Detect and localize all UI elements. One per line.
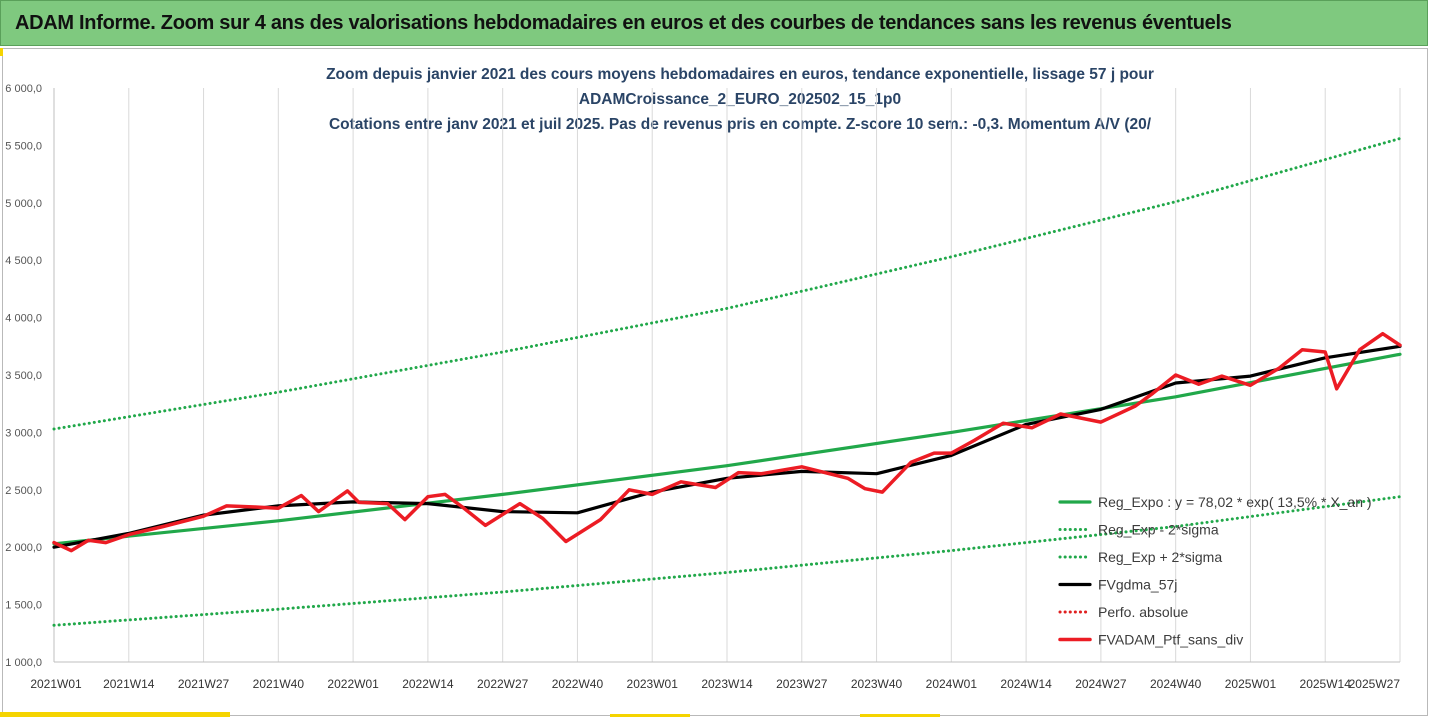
chart-title-line-1: Zoom depuis janvier 2021 des cours moyen… — [326, 66, 1154, 83]
yellow-corner-mark — [0, 48, 3, 56]
report-title: ADAM Informe. Zoom sur 4 ans des valoris… — [15, 12, 1232, 34]
yellow-bottom-mark-right — [860, 714, 940, 717]
legend-label-5: FVADAM_Ptf_sans_div — [1098, 632, 1243, 648]
y-tick-label-0: 1 000,0 — [5, 657, 42, 669]
y-tick-label-3: 2 500,0 — [5, 485, 42, 497]
x-tick-label-2025W01: 2025W01 — [1225, 677, 1277, 691]
legend-label-0: Reg_Expo : y = 78,02 * exp( 13,5% * X_an… — [1098, 494, 1372, 510]
y-tick-label-1: 1 500,0 — [5, 600, 42, 612]
x-tick-label-2025W27: 2025W27 — [1349, 677, 1401, 691]
chart-title-line-2: ADAMCroissance_2_EURO_202502_15_1p0 — [578, 91, 902, 108]
x-tick-label-2022W14: 2022W14 — [402, 677, 454, 691]
x-tick-label-2021W40: 2021W40 — [253, 677, 305, 691]
axes — [53, 88, 1400, 663]
series-line-5 — [52, 331, 1402, 553]
yellow-bottom-mark-left — [0, 712, 230, 717]
x-tick-label-2023W14: 2023W14 — [701, 677, 753, 691]
x-tick-label-2025W14: 2025W14 — [1300, 677, 1352, 691]
x-tick-label-2021W27: 2021W27 — [178, 677, 230, 691]
legend-label-1: Reg_Exp - 2*sigma — [1098, 522, 1219, 538]
y-tick-label-9: 5 500,0 — [5, 140, 42, 152]
y-tick-label-2: 2 000,0 — [5, 542, 42, 554]
x-tick-label-2022W01: 2022W01 — [327, 677, 379, 691]
x-tick-label-2024W14: 2024W14 — [1000, 677, 1052, 691]
vertical-grid — [53, 88, 1401, 662]
legend-label-3: FVgdma_57j — [1098, 577, 1177, 593]
x-tick-label-2024W01: 2024W01 — [926, 677, 978, 691]
x-tick-label-2023W01: 2023W01 — [627, 677, 679, 691]
x-tick-label-2021W14: 2021W14 — [103, 677, 155, 691]
series-line-1 — [52, 495, 1402, 627]
plot-area — [52, 137, 1402, 627]
report-banner: ADAM Informe. Zoom sur 4 ans des valoris… — [0, 0, 1428, 46]
x-tick-label-2021W01: 2021W01 — [30, 677, 82, 691]
x-tick-label-2022W40: 2022W40 — [552, 677, 604, 691]
yellow-bottom-mark-mid — [610, 714, 690, 717]
y-tick-label-6: 4 000,0 — [5, 313, 42, 325]
legend: Reg_Expo : y = 78,02 * exp( 13,5% * X_an… — [1058, 494, 1372, 648]
y-tick-label-7: 4 500,0 — [5, 255, 42, 267]
x-tick-label-2023W27: 2023W27 — [776, 677, 828, 691]
series-line-2 — [52, 137, 1402, 431]
x-tick-label-2024W27: 2024W27 — [1075, 677, 1127, 691]
x-tick-label-2023W40: 2023W40 — [851, 677, 903, 691]
chart-title-line-3: Cotations entre janv 2021 et juil 2025. … — [328, 116, 1152, 133]
y-tick-label-4: 3 000,0 — [5, 427, 42, 439]
legend-label-4: Perfo. absolue — [1098, 604, 1188, 620]
y-tick-label-5: 3 500,0 — [5, 370, 42, 382]
y-tick-labels: 1 000,0 1 500,0 2 000,0 2 500,0 3 000,0 3 500… — [5, 83, 42, 669]
y-tick-label-10: 6 000,0 — [5, 83, 42, 95]
y-tick-label-8: 5 000,0 — [5, 198, 42, 210]
series-line-0 — [52, 352, 1402, 546]
x-tick-label-2024W40: 2024W40 — [1150, 677, 1202, 691]
legend-label-2: Reg_Exp + 2*sigma — [1098, 549, 1222, 565]
x-tick-label-2022W27: 2022W27 — [477, 677, 529, 691]
x-tick-labels: 2021W01 2021W14 2021W27 2021W40 2022W01 2022W… — [30, 677, 1400, 691]
